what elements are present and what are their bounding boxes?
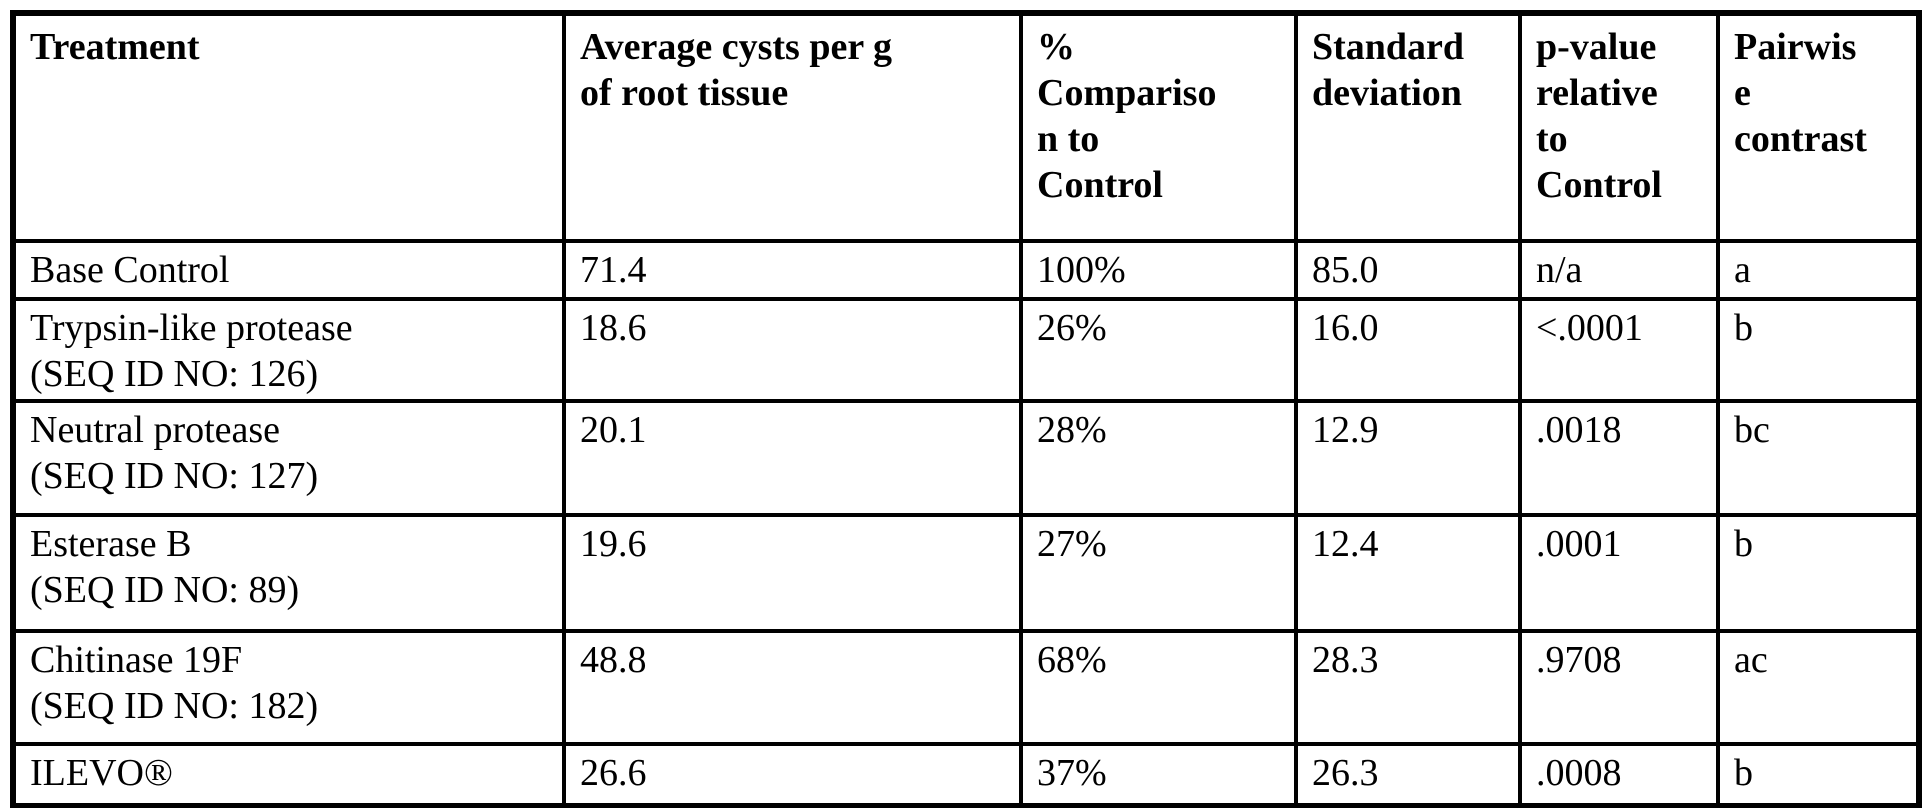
cell-standard-deviation: 12.9: [1294, 399, 1522, 517]
cell-standard-deviation: 26.3: [1294, 742, 1522, 808]
cell-pct-comparison: 27%: [1019, 513, 1298, 633]
cell-average-cysts: 20.1: [562, 399, 1023, 517]
cell-pairwise-contrast: bc: [1716, 399, 1921, 517]
table-row: Chitinase 19F (SEQ ID NO: 182) 48.8 68% …: [11, 629, 1921, 746]
cell-pct-comparison: 26%: [1019, 297, 1298, 403]
cell-pairwise-contrast: a: [1716, 239, 1921, 301]
treatment-results-table: Treatment Average cysts per g of root ti…: [10, 10, 1922, 808]
cell-average-cysts: 19.6: [562, 513, 1023, 633]
header-standard-deviation: Standard deviation: [1294, 11, 1522, 243]
cell-pairwise-contrast: b: [1716, 297, 1921, 403]
table-row: Trypsin-like protease (SEQ ID NO: 126) 1…: [11, 297, 1921, 403]
cell-pairwise-contrast: b: [1716, 513, 1921, 633]
cell-standard-deviation: 85.0: [1294, 239, 1522, 301]
cell-p-value: .0008: [1518, 742, 1720, 808]
cell-treatment: Base Control: [11, 239, 566, 301]
cell-standard-deviation: 16.0: [1294, 297, 1522, 403]
cell-pairwise-contrast: b: [1716, 742, 1921, 808]
cell-average-cysts: 48.8: [562, 629, 1023, 746]
cell-average-cysts: 26.6: [562, 742, 1023, 808]
cell-treatment: Neutral protease (SEQ ID NO: 127): [11, 399, 566, 517]
header-average-cysts: Average cysts per g of root tissue: [562, 11, 1023, 243]
header-treatment: Treatment: [11, 11, 566, 243]
header-pct-comparison: % Compariso n to Control: [1019, 11, 1298, 243]
cell-p-value: n/a: [1518, 239, 1720, 301]
cell-standard-deviation: 28.3: [1294, 629, 1522, 746]
header-p-value: p-value relative to Control: [1518, 11, 1720, 243]
cell-treatment: Esterase B (SEQ ID NO: 89): [11, 513, 566, 633]
cell-pairwise-contrast: ac: [1716, 629, 1921, 746]
header-pairwise-contrast: Pairwis e contrast: [1716, 11, 1921, 243]
cell-p-value: .0001: [1518, 513, 1720, 633]
cell-standard-deviation: 12.4: [1294, 513, 1522, 633]
cell-p-value: .9708: [1518, 629, 1720, 746]
cell-average-cysts: 18.6: [562, 297, 1023, 403]
table-header-row: Treatment Average cysts per g of root ti…: [11, 11, 1921, 243]
cell-treatment: Trypsin-like protease (SEQ ID NO: 126): [11, 297, 566, 403]
cell-p-value: <.0001: [1518, 297, 1720, 403]
table-row: Neutral protease (SEQ ID NO: 127) 20.1 2…: [11, 399, 1921, 517]
cell-treatment: ILEVO®: [11, 742, 566, 808]
table-row: Esterase B (SEQ ID NO: 89) 19.6 27% 12.4…: [11, 513, 1921, 633]
cell-pct-comparison: 37%: [1019, 742, 1298, 808]
table-row: Base Control 71.4 100% 85.0 n/a a: [11, 239, 1921, 301]
cell-treatment: Chitinase 19F (SEQ ID NO: 182): [11, 629, 566, 746]
cell-pct-comparison: 100%: [1019, 239, 1298, 301]
cell-pct-comparison: 28%: [1019, 399, 1298, 517]
table-row: ILEVO® 26.6 37% 26.3 .0008 b: [11, 742, 1921, 808]
cell-p-value: .0018: [1518, 399, 1720, 517]
cell-pct-comparison: 68%: [1019, 629, 1298, 746]
cell-average-cysts: 71.4: [562, 239, 1023, 301]
